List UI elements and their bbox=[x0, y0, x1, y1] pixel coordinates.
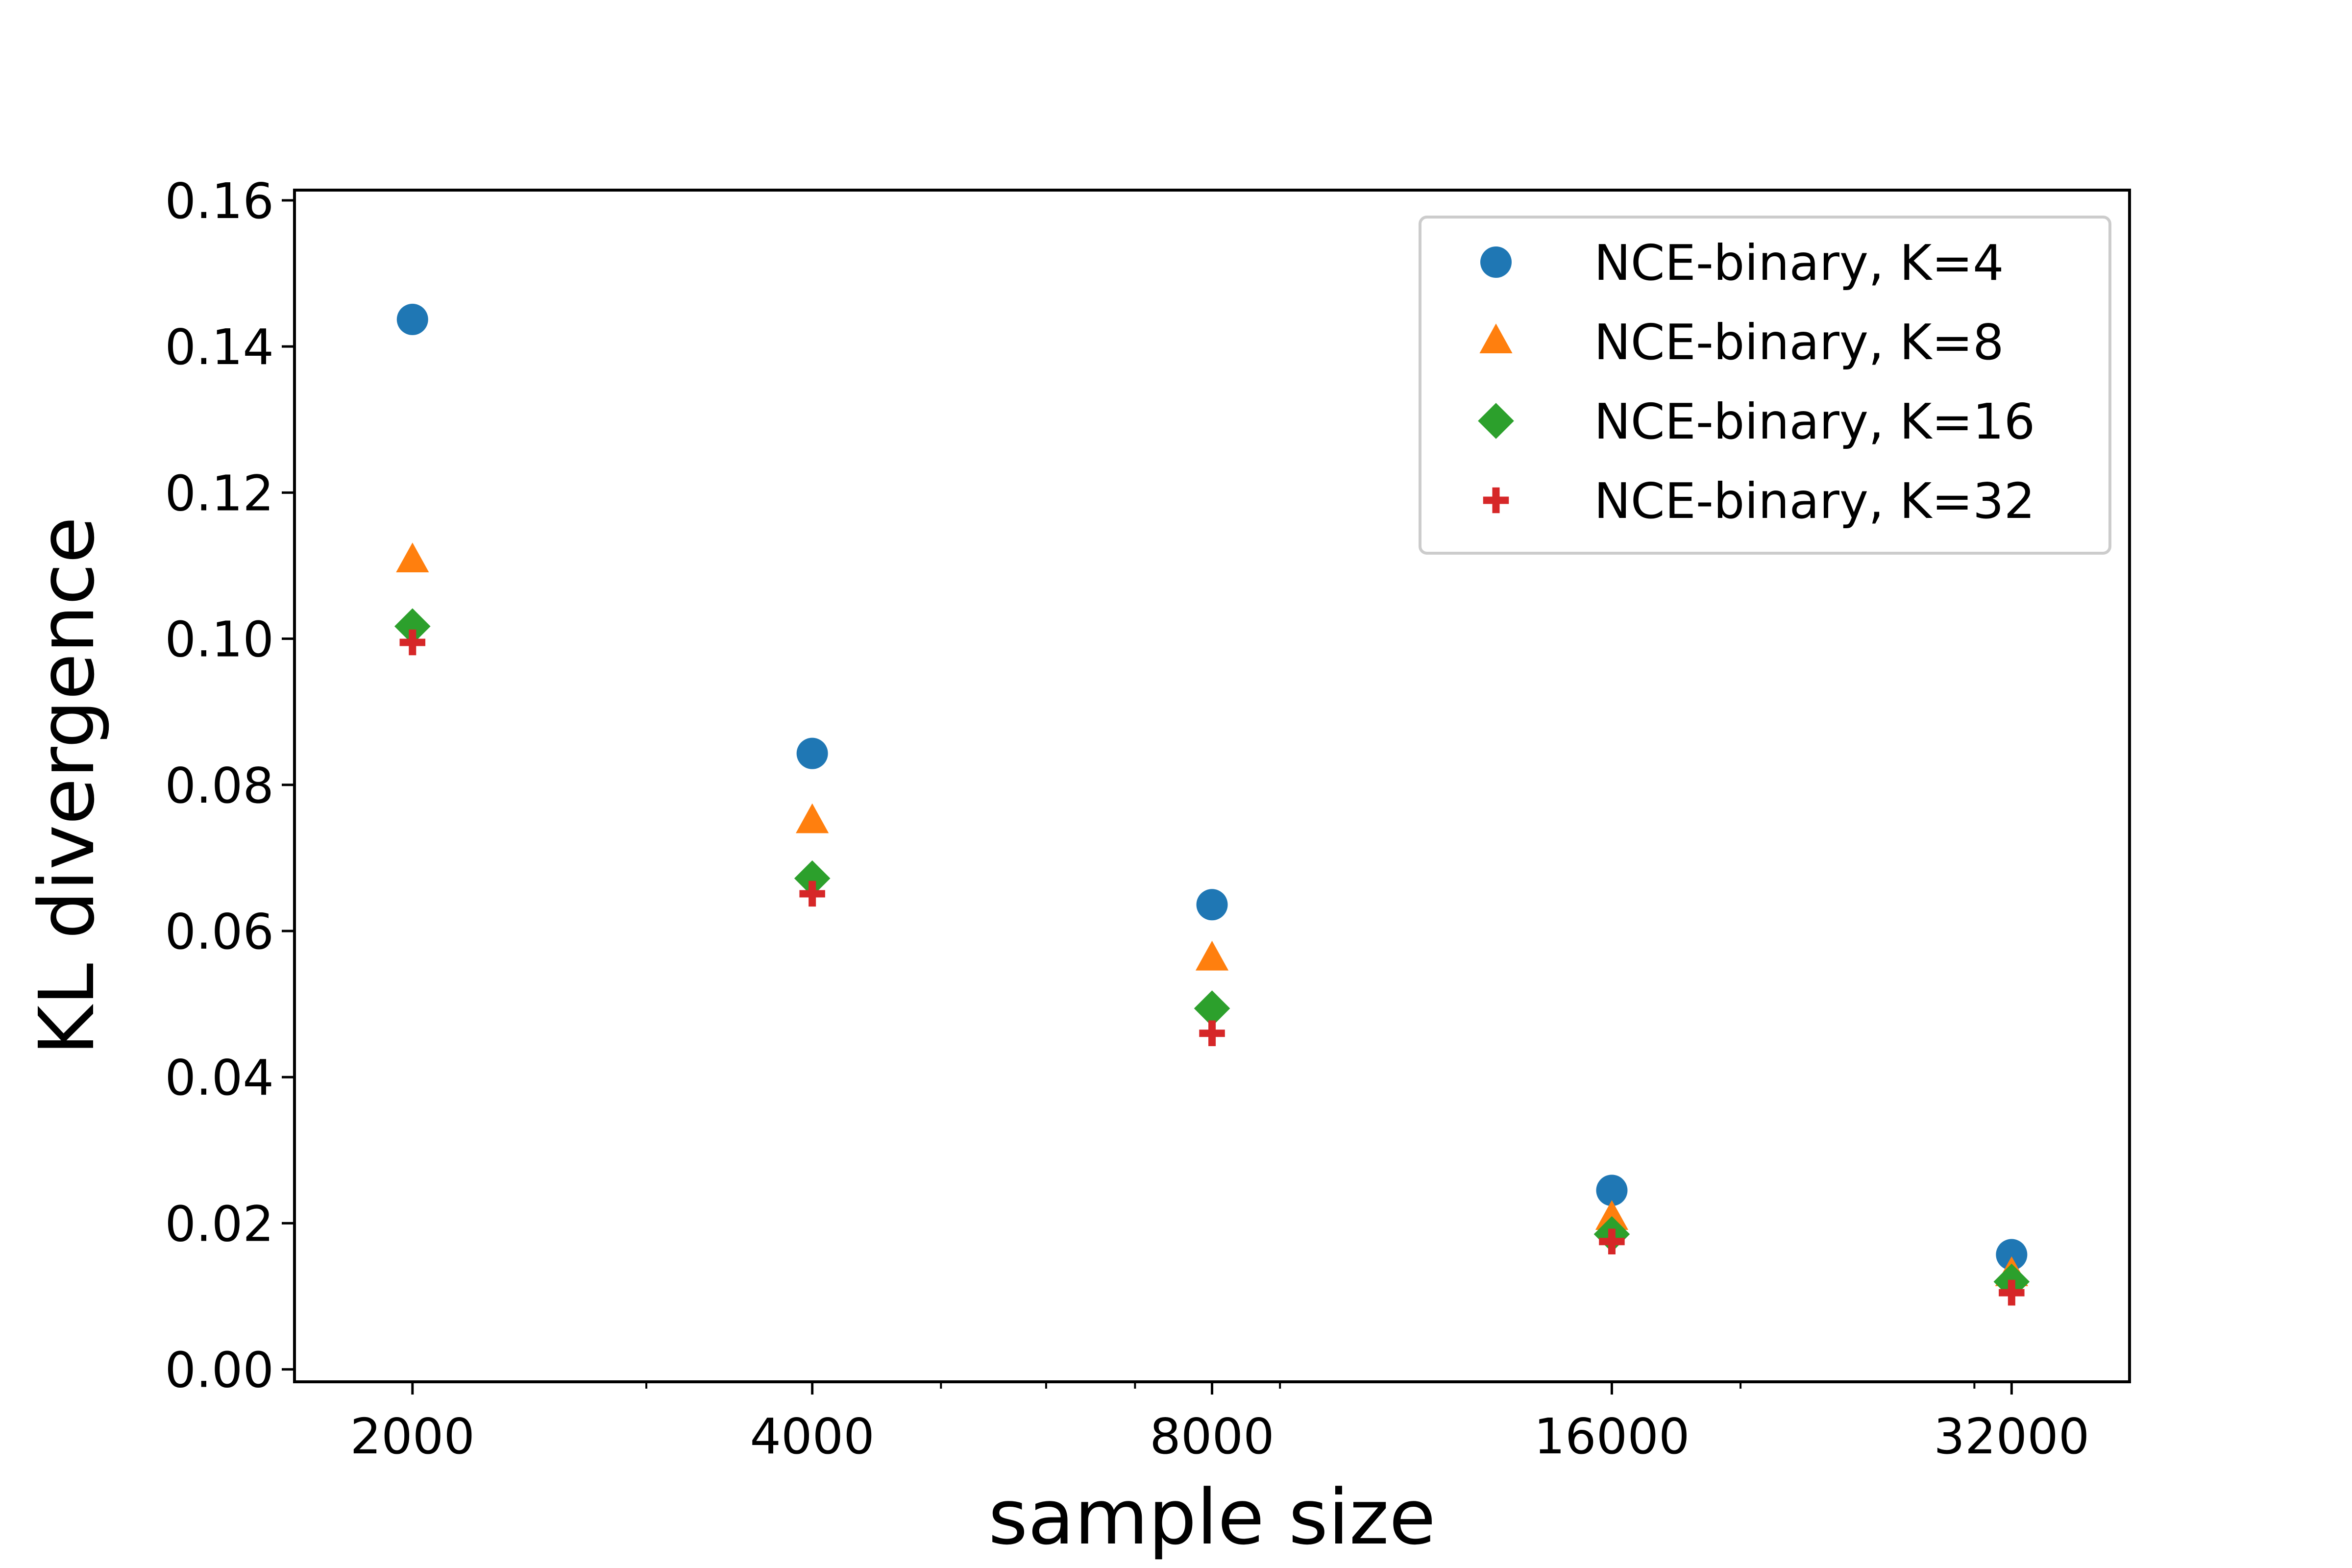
x-tick-label: 2000 bbox=[350, 1408, 475, 1465]
data-point bbox=[399, 629, 426, 656]
y-tick-label: 0.08 bbox=[165, 757, 274, 814]
y-tick-label: 0.10 bbox=[165, 611, 274, 668]
legend-label: NCE-binary, K=32 bbox=[1594, 472, 2035, 530]
data-point bbox=[796, 737, 828, 769]
x-tick-label: 4000 bbox=[750, 1408, 875, 1465]
x-axis: 2000 4000 8000 16000 32000 bbox=[350, 1382, 2089, 1465]
y-axis: 0.00 0.02 0.04 0.06 0.08 0.10 0.12 0.14 0.16 bbox=[165, 172, 294, 1399]
y-tick-label: 0.14 bbox=[165, 318, 274, 376]
y-tick-label: 0.06 bbox=[165, 903, 274, 960]
data-point bbox=[1195, 940, 1229, 971]
legend: NCE-binary, K=4 NCE-binary, K=8 NCE-binary… bbox=[1419, 216, 2111, 555]
legend-item: NCE-binary, K=8 bbox=[1479, 314, 2004, 371]
data-point bbox=[1599, 1228, 1625, 1254]
legend-box bbox=[1419, 216, 2111, 555]
legend-marker bbox=[1480, 246, 1512, 278]
data-point bbox=[799, 881, 825, 907]
y-tick-label: 0.12 bbox=[165, 465, 274, 522]
data-point bbox=[396, 303, 428, 335]
data-point bbox=[1595, 1200, 1629, 1230]
legend-label: NCE-binary, K=8 bbox=[1594, 314, 2004, 371]
y-tick-label: 0.16 bbox=[165, 172, 274, 230]
x-tick-label: 16000 bbox=[1534, 1408, 1690, 1465]
legend-item: NCE-binary, K=32 bbox=[1483, 472, 2035, 530]
y-tick-label: 0.00 bbox=[165, 1342, 274, 1399]
data-point bbox=[1596, 1175, 1628, 1206]
data-point bbox=[796, 803, 829, 833]
x-tick-label: 8000 bbox=[1150, 1408, 1274, 1465]
data-point bbox=[1999, 1279, 2025, 1306]
data-points bbox=[394, 303, 2030, 1306]
legend-label: NCE-binary, K=16 bbox=[1594, 393, 2035, 450]
y-axis-label: KL divergence bbox=[23, 516, 111, 1055]
data-point bbox=[1196, 889, 1228, 921]
data-point bbox=[1194, 990, 1230, 1027]
data-point bbox=[1199, 1020, 1225, 1046]
legend-item: NCE-binary, K=16 bbox=[1478, 393, 2035, 450]
legend-marker bbox=[1483, 487, 1509, 514]
legend-label: NCE-binary, K=4 bbox=[1594, 234, 2004, 292]
data-point bbox=[794, 860, 831, 897]
y-tick-label: 0.02 bbox=[165, 1195, 274, 1252]
data-point bbox=[394, 608, 431, 644]
data-point bbox=[396, 542, 429, 572]
data-point bbox=[1996, 1239, 2028, 1271]
series-4 bbox=[399, 629, 2025, 1306]
series-1 bbox=[396, 303, 2028, 1271]
y-tick-label: 0.04 bbox=[165, 1049, 274, 1106]
x-axis-label: sample size bbox=[988, 1473, 1436, 1562]
legend-marker bbox=[1479, 323, 1513, 353]
legend-item: NCE-binary, K=4 bbox=[1480, 234, 2004, 292]
legend-marker bbox=[1478, 403, 1514, 439]
x-axis-minor-ticks bbox=[645, 1382, 1976, 1389]
series-3 bbox=[394, 608, 2030, 1300]
x-tick-label: 32000 bbox=[1934, 1408, 2089, 1465]
